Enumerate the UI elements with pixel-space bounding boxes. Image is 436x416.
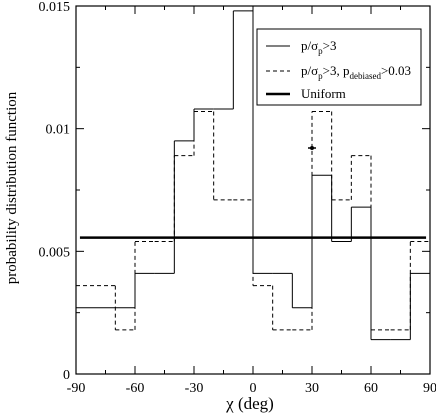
y-tick-label: 0 (63, 368, 70, 383)
legend-label-dashed: p/σp>3, pdebiased>0.03 (301, 63, 411, 81)
x-axis-label: χ (deg) (225, 394, 274, 413)
x-tick-label: 90 (423, 381, 436, 396)
y-tick-label: 0.01 (46, 123, 71, 138)
legend-box (256, 28, 422, 106)
x-tick-label: -30 (185, 381, 204, 396)
x-tick-label: 0 (250, 381, 257, 396)
x-tick-label: -60 (126, 381, 145, 396)
y-tick-label: 0.015 (39, 0, 71, 15)
chart-marks (75, 10, 431, 374)
y-axis-label: probability distribution function (4, 91, 20, 284)
marker-dot (310, 146, 314, 150)
legend: p/σp>3 p/σp>3, pdebiased>0.03 Uniform (256, 28, 422, 106)
legend-label-solid: p/σp>3 (301, 38, 336, 56)
x-tick-label: -90 (67, 381, 86, 396)
axis-ticks: -90 -60 -30 0 30 60 90 0 0.005 0.01 0.015 (39, 0, 436, 396)
x-tick-label: 30 (305, 381, 319, 396)
x-tick-label: 60 (364, 381, 378, 396)
y-tick-label: 0.005 (39, 245, 71, 260)
marker (308, 146, 316, 150)
legend-label-uniform: Uniform (301, 86, 346, 101)
